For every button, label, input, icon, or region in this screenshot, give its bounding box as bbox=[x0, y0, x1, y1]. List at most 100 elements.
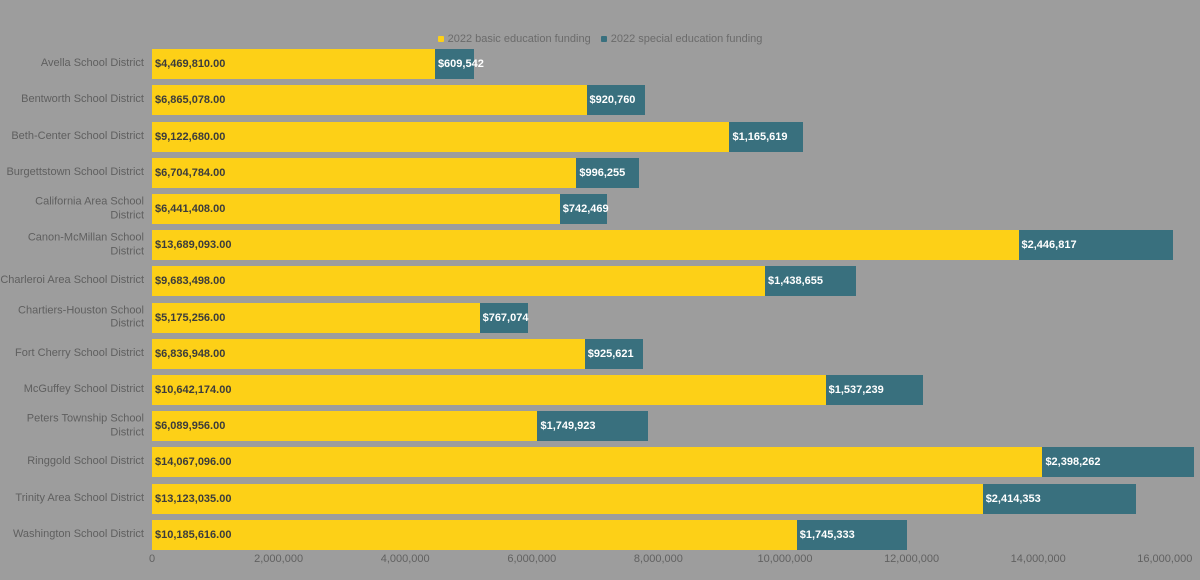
special-funding-bar: $1,749,923 bbox=[537, 411, 649, 442]
x-axis: 0 2,000,000 4,000,000 6,000,000 8,000,000 10,… bbox=[0, 553, 1200, 569]
special-funding-bar: $996,255 bbox=[576, 157, 640, 188]
bar-row: Canon-McMillan School District $13,689,0… bbox=[0, 227, 1200, 263]
basic-funding-bar: $6,704,784.00 bbox=[152, 157, 577, 188]
special-funding-value: $920,760 bbox=[589, 94, 636, 107]
x-tick-label: 6,000,000 bbox=[507, 553, 557, 565]
stacked-bar: $13,123,035.00 $2,414,353 bbox=[152, 483, 1136, 514]
bar-row: Bentworth School District $6,865,078.00 … bbox=[0, 82, 1200, 118]
category-label: California Area School District bbox=[35, 195, 144, 221]
category-label: Bentworth School District bbox=[21, 93, 144, 106]
basic-funding-value: $13,689,093.00 bbox=[155, 239, 232, 252]
bar-row: Washington School District $10,185,616.0… bbox=[0, 517, 1200, 553]
category-label: Trinity Area School District bbox=[15, 491, 144, 504]
category-label: Washington School District bbox=[12, 528, 144, 540]
special-funding-bar: $1,745,333 bbox=[796, 519, 908, 550]
bar-row: Beth-Center School District $9,122,680.0… bbox=[0, 118, 1200, 154]
basic-funding-bar: $6,441,408.00 bbox=[152, 193, 560, 224]
basic-funding-value: $6,089,956.00 bbox=[155, 420, 226, 433]
stacked-bar: $5,175,256.00 $767,074 bbox=[152, 302, 529, 333]
category-label: McGuffey School District bbox=[23, 383, 144, 396]
category-label: Canon-McMillan School District bbox=[27, 231, 144, 258]
bar-row: Trinity Area School District $13,123,035… bbox=[0, 481, 1200, 517]
x-tick-label: 2,000,000 bbox=[254, 553, 304, 565]
bar-row: Ringgold School District $14,067,096.00 … bbox=[0, 444, 1200, 480]
stacked-bar: $6,089,956.00 $1,749,923 bbox=[152, 411, 649, 442]
bar-row: Chartiers-Houston School District $5,175… bbox=[0, 300, 1200, 336]
stacked-bar: $9,683,498.00 $1,438,655 bbox=[152, 266, 857, 297]
basic-funding-bar: $10,185,616.00 bbox=[152, 519, 797, 550]
category-label: Charleroi Area School District bbox=[0, 274, 144, 287]
x-tick-label: 12,000,000 bbox=[884, 553, 940, 565]
bar-row: Charleroi Area School District $9,683,49… bbox=[0, 263, 1200, 299]
basic-funding-value: $9,683,498.00 bbox=[155, 275, 226, 288]
special-funding-value: $767,074 bbox=[482, 311, 529, 324]
special-funding-value: $996,255 bbox=[579, 166, 626, 179]
legend-item-special-funding[interactable]: 2022 special education funding bbox=[600, 33, 763, 45]
basic-funding-value: $10,642,174.00 bbox=[155, 384, 232, 397]
legend-label-special: 2022 special education funding bbox=[610, 33, 763, 45]
basic-funding-bar: $6,865,078.00 bbox=[152, 85, 587, 116]
basic-funding-value: $4,469,810.00 bbox=[155, 58, 226, 71]
basic-funding-value: $6,865,078.00 bbox=[155, 94, 226, 107]
category-label: Beth-Center School District bbox=[11, 129, 144, 142]
special-funding-bar: $742,469 bbox=[559, 193, 609, 224]
special-funding-swatch-icon bbox=[600, 36, 607, 42]
basic-funding-bar: $10,642,174.00 bbox=[152, 375, 826, 406]
basic-funding-value: $6,441,408.00 bbox=[155, 202, 226, 215]
special-funding-bar: $2,446,817 bbox=[1018, 230, 1174, 261]
special-funding-value: $2,446,817 bbox=[1021, 239, 1077, 252]
category-label: Peters Township School District bbox=[26, 412, 144, 439]
basic-funding-bar: $9,683,498.00 bbox=[152, 266, 765, 297]
category-label: Fort Cherry School District bbox=[15, 346, 144, 359]
basic-funding-swatch-icon bbox=[437, 36, 444, 42]
basic-funding-value: $10,185,616.00 bbox=[155, 528, 232, 541]
bar-row: McGuffey School District $10,642,174.00 … bbox=[0, 372, 1200, 408]
stacked-bar: $6,704,784.00 $996,255 bbox=[152, 157, 640, 188]
plot-area: Avella School District $4,469,810.00 $60… bbox=[0, 46, 1200, 553]
bar-row: Burgettstown School District $6,704,784.… bbox=[0, 155, 1200, 191]
special-funding-bar: $925,621 bbox=[584, 338, 644, 369]
special-funding-value: $1,749,923 bbox=[540, 420, 596, 433]
basic-funding-value: $13,123,035.00 bbox=[155, 492, 232, 505]
basic-funding-bar: $13,689,093.00 bbox=[152, 230, 1019, 261]
x-tick-label: 4,000,000 bbox=[380, 553, 430, 565]
stacked-bar: $13,689,093.00 $2,446,817 bbox=[152, 230, 1174, 261]
basic-funding-value: $9,122,680.00 bbox=[155, 130, 226, 143]
special-funding-value: $1,745,333 bbox=[799, 528, 855, 541]
category-label: Ringgold School District bbox=[27, 455, 144, 468]
bar-row: California Area School District $6,441,4… bbox=[0, 191, 1200, 227]
x-tick-label: 14,000,000 bbox=[1010, 553, 1066, 565]
legend-label-basic: 2022 basic education funding bbox=[447, 33, 591, 45]
basic-funding-bar: $9,122,680.00 bbox=[152, 121, 730, 152]
basic-funding-bar: $13,123,035.00 bbox=[152, 483, 983, 514]
special-funding-bar: $1,537,239 bbox=[825, 375, 923, 406]
x-tick-label: 0 bbox=[148, 553, 156, 565]
x-tick-label: 16,000,000 bbox=[1137, 553, 1193, 565]
special-funding-bar: $767,074 bbox=[479, 302, 529, 333]
bar-row: Fort Cherry School District $6,836,948.0… bbox=[0, 336, 1200, 372]
stacked-bar: $6,441,408.00 $742,469 bbox=[152, 193, 609, 224]
basic-funding-value: $14,067,096.00 bbox=[155, 456, 232, 469]
basic-funding-bar: $5,175,256.00 bbox=[152, 302, 480, 333]
special-funding-value: $609,542 bbox=[437, 58, 484, 71]
x-tick-label: 10,000,000 bbox=[757, 553, 813, 565]
x-tick-label: 8,000,000 bbox=[633, 553, 683, 565]
category-label: Chartiers-Houston School District bbox=[18, 303, 144, 330]
special-funding-bar: $2,414,353 bbox=[982, 483, 1136, 514]
category-label: Avella School District bbox=[40, 57, 144, 70]
bar-row: Peters Township School District $6,089,9… bbox=[0, 408, 1200, 444]
stacked-bar: $10,642,174.00 $1,537,239 bbox=[152, 375, 923, 406]
special-funding-bar: $2,398,262 bbox=[1042, 447, 1195, 478]
special-funding-value: $742,469 bbox=[562, 202, 609, 215]
special-funding-bar: $1,438,655 bbox=[764, 266, 857, 297]
bar-row: Avella School District $4,469,810.00 $60… bbox=[0, 46, 1200, 82]
basic-funding-bar: $14,067,096.00 bbox=[152, 447, 1043, 478]
stacked-bar: $10,185,616.00 $1,745,333 bbox=[152, 519, 908, 550]
stacked-bar: $9,122,680.00 $1,165,619 bbox=[152, 121, 804, 152]
legend-item-basic-funding[interactable]: 2022 basic education funding bbox=[437, 33, 591, 45]
special-funding-bar: $920,760 bbox=[586, 85, 645, 116]
special-funding-value: $1,165,619 bbox=[732, 130, 788, 143]
special-funding-value: $1,537,239 bbox=[828, 384, 884, 397]
category-label: Burgettstown School District bbox=[6, 165, 144, 178]
